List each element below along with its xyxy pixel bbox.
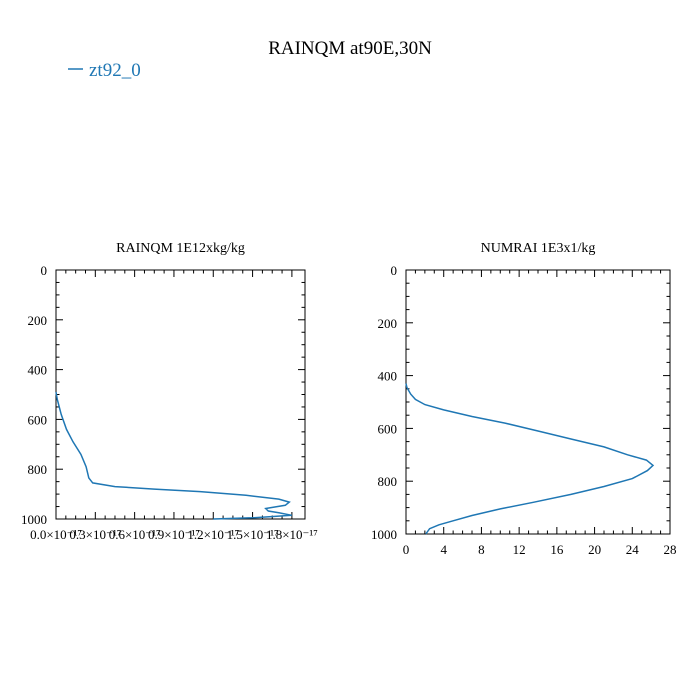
rainqm-plot-frame <box>55 269 306 520</box>
numrai-panel: NUMRAI 1E3x1/kg 0 4 8 12 16 20 24 28 0 200 400 600 80… <box>371 241 677 557</box>
numrai-xtick-label: 24 <box>626 542 640 557</box>
numrai-ytick-label: 800 <box>378 474 398 489</box>
numrai-ytick-label: 200 <box>378 316 398 331</box>
numrai-ytick-label: 600 <box>378 421 398 436</box>
rainqm-xtick-label: 1.8×10⁻¹⁷ <box>266 527 318 542</box>
rainqm-xtick-label: 0.3×10⁻¹⁷ <box>69 527 121 542</box>
rainqm-xtick-label: 0.0×10⁻¹⁷ <box>30 527 82 542</box>
numrai-xtick-label: 0 <box>403 542 410 557</box>
legend: zt92_0 <box>68 60 141 81</box>
rainqm-ytick-label: 200 <box>28 313 48 328</box>
rainqm-xtick-label: 1.5×10⁻¹⁷ <box>227 527 279 542</box>
numrai-title: NUMRAI 1E3x1/kg <box>481 241 596 256</box>
numrai-series-line <box>405 383 655 535</box>
numrai-plot-frame <box>405 269 671 535</box>
rainqm-xtick-label: 0.9×10⁻¹⁷ <box>148 527 200 542</box>
numrai-xtick-label: 8 <box>478 542 485 557</box>
rainqm-ytick-label: 400 <box>28 363 48 378</box>
figure-suptitle: RAINQM at90E,30N <box>268 38 432 59</box>
numrai-ytick-label: 0 <box>391 263 398 278</box>
rainqm-ytick-label: 600 <box>28 412 48 427</box>
legend-label: zt92_0 <box>89 60 141 81</box>
rainqm-title: RAINQM 1E12xkg/kg <box>116 241 245 256</box>
numrai-xtick-label: 12 <box>513 542 526 557</box>
rainqm-panel: RAINQM 1E12xkg/kg 0.0×10⁻¹⁷0.3×10⁻¹⁷0.6×1… <box>21 241 318 542</box>
numrai-xtick-label: 20 <box>588 542 601 557</box>
rainqm-ytick-label: 0 <box>41 263 48 278</box>
numrai-xtick-label: 4 <box>440 542 447 557</box>
numrai-xtick-label: 16 <box>550 542 564 557</box>
rainqm-ytick-label: 800 <box>28 462 48 477</box>
numrai-ytick-label: 1000 <box>371 527 397 542</box>
rainqm-series-line <box>55 391 293 520</box>
numrai-ytick-label: 400 <box>378 369 398 384</box>
rainqm-xtick-label: 0.6×10⁻¹⁷ <box>109 527 161 542</box>
rainqm-xtick-label: 1.2×10⁻¹⁷ <box>187 527 239 542</box>
numrai-xtick-label: 28 <box>664 542 677 557</box>
rainqm-ytick-label: 1000 <box>21 512 47 527</box>
